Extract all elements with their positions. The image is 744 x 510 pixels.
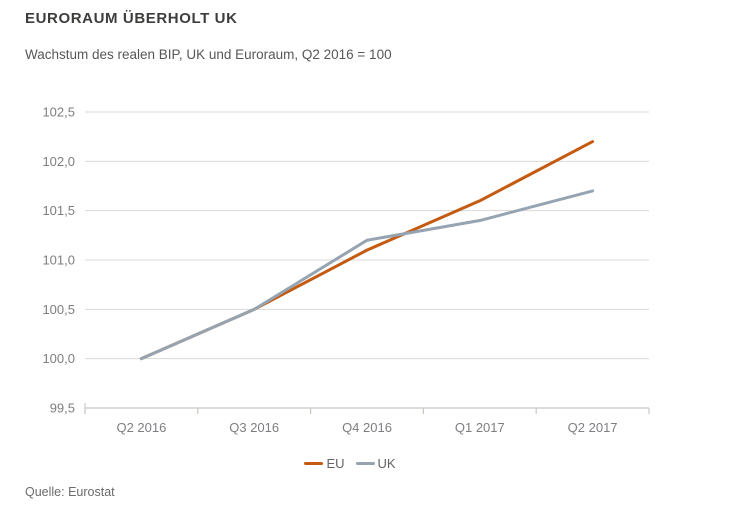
y-tick-label: 99,5 — [50, 401, 75, 416]
uk-line-swatch — [355, 462, 375, 465]
y-tick-label: 102,5 — [42, 105, 75, 120]
legend-item-uk: UK — [355, 456, 396, 471]
chart-legend: EU UK — [0, 456, 722, 471]
legend-label-eu: EU — [326, 456, 345, 471]
y-tick-label: 102,0 — [42, 154, 75, 169]
x-tick-label: Q3 2016 — [229, 420, 279, 435]
y-tick-label: 100,0 — [42, 351, 75, 366]
source-note: Quelle: Eurostat — [25, 485, 115, 499]
series-line-uk — [139, 189, 595, 361]
eu-line-swatch — [304, 462, 324, 465]
x-tick-label: Q4 2016 — [342, 420, 392, 435]
chart-subtitle: Wachstum des realen BIP, UK und Euroraum… — [25, 47, 392, 62]
x-tick-label: Q1 2017 — [455, 420, 505, 435]
y-tick-label: 101,5 — [42, 203, 75, 218]
x-tick-label: Q2 2017 — [568, 420, 618, 435]
series-line-eu — [139, 140, 595, 361]
y-tick-label: 101,0 — [42, 253, 75, 268]
chart-title: EURORAUM ÜBERHOLT UK — [25, 10, 238, 27]
line-chart: 99,5 100,0 100,5 101,0 101,5 102,0 102,5 Q2 201… — [42, 105, 650, 435]
legend-item-eu: EU — [304, 456, 345, 471]
x-tick-label: Q2 2016 — [116, 420, 166, 435]
y-tick-label: 100,5 — [42, 302, 75, 317]
legend-label-uk: UK — [377, 456, 396, 471]
